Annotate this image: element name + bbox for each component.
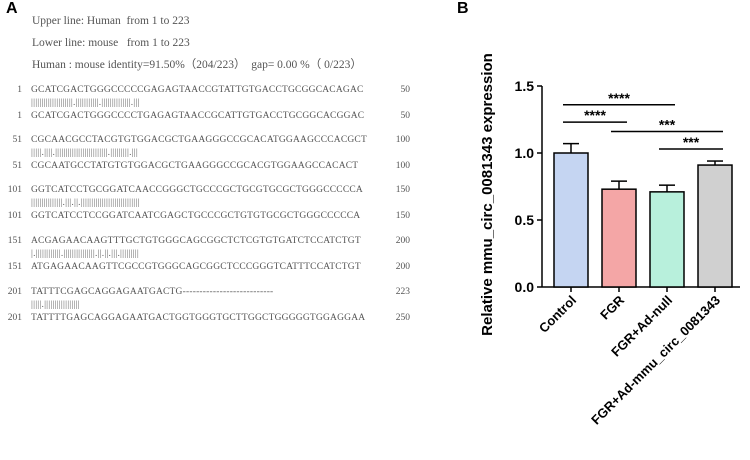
- alignment-header-lower: Lower line: mouse from 1 to 223: [32, 37, 190, 49]
- match-markers: ||||||||||||||||||||.|||||||||||.|||||||…: [31, 98, 140, 108]
- position-start: 201: [7, 313, 22, 323]
- bar-0: [553, 152, 589, 288]
- position-end: 200: [395, 236, 410, 246]
- mouse-sequence-line: 201 TATTTTGAGCAGGAGAATGACTGGTGGGTGCTTGGCT…: [0, 313, 430, 325]
- bar-1: [601, 188, 637, 288]
- sequence-alignment-panel: Upper line: Human from 1 to 223 Lower li…: [0, 15, 430, 325]
- human-sequence-line: 1 GCATCGACTGGGCCCCCGAGAGTAACCGTATTGTGACCT…: [0, 85, 430, 97]
- match-line: |||||.||||.|||||||||||||||||||||||||.|||…: [0, 148, 430, 160]
- position-end: 50: [400, 111, 411, 121]
- position-start: 151: [7, 262, 22, 272]
- match-markers: |.||||||||||||.|||||||||||||||.||.||.|||…: [31, 249, 139, 259]
- human-sequence-line: 151 ACGAGAACAAGTTTGCTGTGGGCAGCGGCTCTCGTGT…: [0, 236, 430, 248]
- significance-label: ***: [683, 134, 700, 150]
- significance-label: ***: [659, 117, 676, 133]
- match-line: ||||||||||||||||||||.|||||||||||.|||||||…: [0, 98, 430, 110]
- position-start: 201: [7, 287, 22, 297]
- mouse-sequence-line: 101 GGTCATCCTCCGGATCAATCGAGCTGCCCGCTGTGTG…: [0, 211, 430, 223]
- position-end: 150: [395, 185, 410, 195]
- significance-label: ****: [608, 90, 630, 106]
- position-start: 1: [17, 111, 22, 121]
- sequence-text: GGTCATCCTGCGGATCAACCGGGCTGCCCGCTGCGTGCGC…: [31, 185, 363, 195]
- alignment-header-upper: Upper line: Human from 1 to 223: [32, 15, 190, 27]
- position-start: 101: [7, 185, 22, 195]
- sequence-text: CGCAACGCCTACGTGTGGACGCTGAAGGGCCGCACATGGA…: [31, 135, 367, 145]
- human-sequence-line: 51 CGCAACGCCTACGTGTGGACGCTGAAGGGCCGCACATG…: [0, 135, 430, 147]
- position-end: 223: [395, 287, 410, 297]
- x-category-label: Control: [536, 293, 579, 336]
- position-start: 51: [12, 161, 23, 171]
- panel-a-label: A: [6, 0, 18, 17]
- sequence-text: GGTCATCCTCCGGATCAATCGAGCTGCCCGCTGTGTGCGC…: [31, 211, 361, 221]
- position-end: 50: [400, 85, 411, 95]
- position-end: 100: [395, 161, 410, 171]
- sequence-text: TATTTCGAGCAGGAGAATGACTG-----------------…: [31, 287, 274, 297]
- sequence-text: ACGAGAACAAGTTTGCTGTGGGCAGCGGCTCTCGTGTGAT…: [31, 236, 361, 246]
- panel-b-label: B: [457, 0, 469, 17]
- mouse-sequence-line: 1 GCATCGACTGGGCCCCTGAGAGTAACCGCATTGTGACCT…: [0, 111, 430, 123]
- position-start: 51: [12, 135, 23, 145]
- match-markers: |||||.|||||||||||||||||: [31, 300, 80, 310]
- y-axis-label: Relative mmu_circ_0081343 expression: [479, 53, 496, 336]
- match-markers: |||||||||||||||.|||.||.|||||||||||||||||…: [31, 198, 140, 208]
- sequence-text: CGCAATGCCTATGTGTGGACGCTGAAGGGCCGCACGTGGA…: [31, 161, 359, 171]
- human-sequence-line: 201 TATTTCGAGCAGGAGAATGACTG--------------…: [0, 287, 430, 299]
- y-tick-label: 1.5: [515, 78, 535, 94]
- y-tick-label: 0.5: [515, 212, 535, 228]
- position-start: 1: [17, 85, 22, 95]
- y-tick-label: 1.0: [515, 145, 535, 161]
- alignment-identity-summary: Human : mouse identity=91.50%（204/223） g…: [32, 59, 362, 71]
- match-line: |.||||||||||||.|||||||||||||||.||.||.|||…: [0, 249, 430, 261]
- position-end: 250: [395, 313, 410, 323]
- match-line: |||||.|||||||||||||||||: [0, 300, 430, 312]
- mouse-sequence-line: 51 CGCAATGCCTATGTGTGGACGCTGAAGGGCCGCACGTG…: [0, 161, 430, 173]
- bar-2: [649, 191, 685, 288]
- match-line: |||||||||||||||.|||.||.|||||||||||||||||…: [0, 198, 430, 210]
- x-category-label: FGR: [597, 292, 627, 322]
- mouse-sequence-line: 151 ATGAGAACAAGTTCGCCGTGGGCAGCGGCTCCCGGGT…: [0, 262, 430, 274]
- sequence-text: GCATCGACTGGGCCCCTGAGAGTAACCGCATTGTGACCTG…: [31, 111, 365, 121]
- position-end: 200: [395, 262, 410, 272]
- match-markers: |||||.||||.|||||||||||||||||||||||||.|||…: [31, 148, 138, 158]
- sequence-text: GCATCGACTGGGCCCCCGAGAGTAACCGTATTGTGACCTG…: [31, 85, 364, 95]
- position-end: 150: [395, 211, 410, 221]
- significance-label: ****: [584, 107, 606, 123]
- bar-chart-panel: 0.0 0.5 1.0 1.5 Relative mmu_circ_0081343 ex…: [450, 0, 750, 460]
- position-end: 100: [395, 135, 410, 145]
- y-tick-label: 0.0: [515, 279, 535, 295]
- sequence-text: ATGAGAACAAGTTCGCCGTGGGCAGCGGCTCCCGGGTCAT…: [31, 262, 361, 272]
- bar-3: [697, 164, 733, 288]
- position-start: 151: [7, 236, 22, 246]
- sequence-text: TATTTTGAGCAGGAGAATGACTGGTGGGTGCTTGGCTGGG…: [31, 313, 366, 323]
- bar-chart: 0.0 0.5 1.0 1.5 Relative mmu_circ_0081343 ex…: [479, 53, 740, 428]
- human-sequence-line: 101 GGTCATCCTGCGGATCAACCGGGCTGCCCGCTGCGTG…: [0, 185, 430, 197]
- position-start: 101: [7, 211, 22, 221]
